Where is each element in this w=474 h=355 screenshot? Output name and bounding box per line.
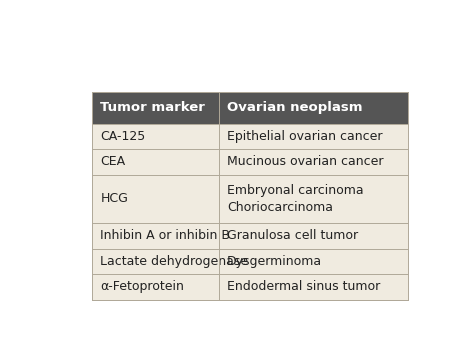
Bar	[92, 274, 219, 300]
Text: Ovarian neoplasm: Ovarian neoplasm	[227, 101, 362, 114]
Text: α-Fetoprotein: α-Fetoprotein	[100, 280, 184, 293]
Bar	[92, 92, 219, 124]
Text: Mucinous ovarian cancer: Mucinous ovarian cancer	[227, 155, 383, 168]
Text: Granulosa cell tumor: Granulosa cell tumor	[227, 229, 358, 242]
Bar	[219, 149, 408, 175]
Bar	[92, 149, 219, 175]
Bar	[219, 223, 408, 248]
Bar	[219, 248, 408, 274]
Bar	[92, 248, 219, 274]
Bar	[219, 274, 408, 300]
Text: HCG: HCG	[100, 192, 128, 205]
Text: CEA: CEA	[100, 155, 126, 168]
Text: Endodermal sinus tumor: Endodermal sinus tumor	[227, 280, 380, 293]
Text: Inhibin A or inhibin B: Inhibin A or inhibin B	[100, 229, 230, 242]
Bar	[92, 175, 219, 223]
Text: Dysgerminoma: Dysgerminoma	[227, 255, 322, 268]
Bar	[92, 124, 219, 149]
Text: Lactate dehydrogenase: Lactate dehydrogenase	[100, 255, 248, 268]
Bar	[92, 223, 219, 248]
Text: Epithelial ovarian cancer: Epithelial ovarian cancer	[227, 130, 382, 143]
Bar	[219, 175, 408, 223]
Text: CA-125: CA-125	[100, 130, 146, 143]
Bar	[219, 92, 408, 124]
Text: Tumor marker: Tumor marker	[100, 101, 205, 114]
Text: Embryonal carcinoma
Choriocarcinoma: Embryonal carcinoma Choriocarcinoma	[227, 184, 364, 214]
Bar	[219, 124, 408, 149]
